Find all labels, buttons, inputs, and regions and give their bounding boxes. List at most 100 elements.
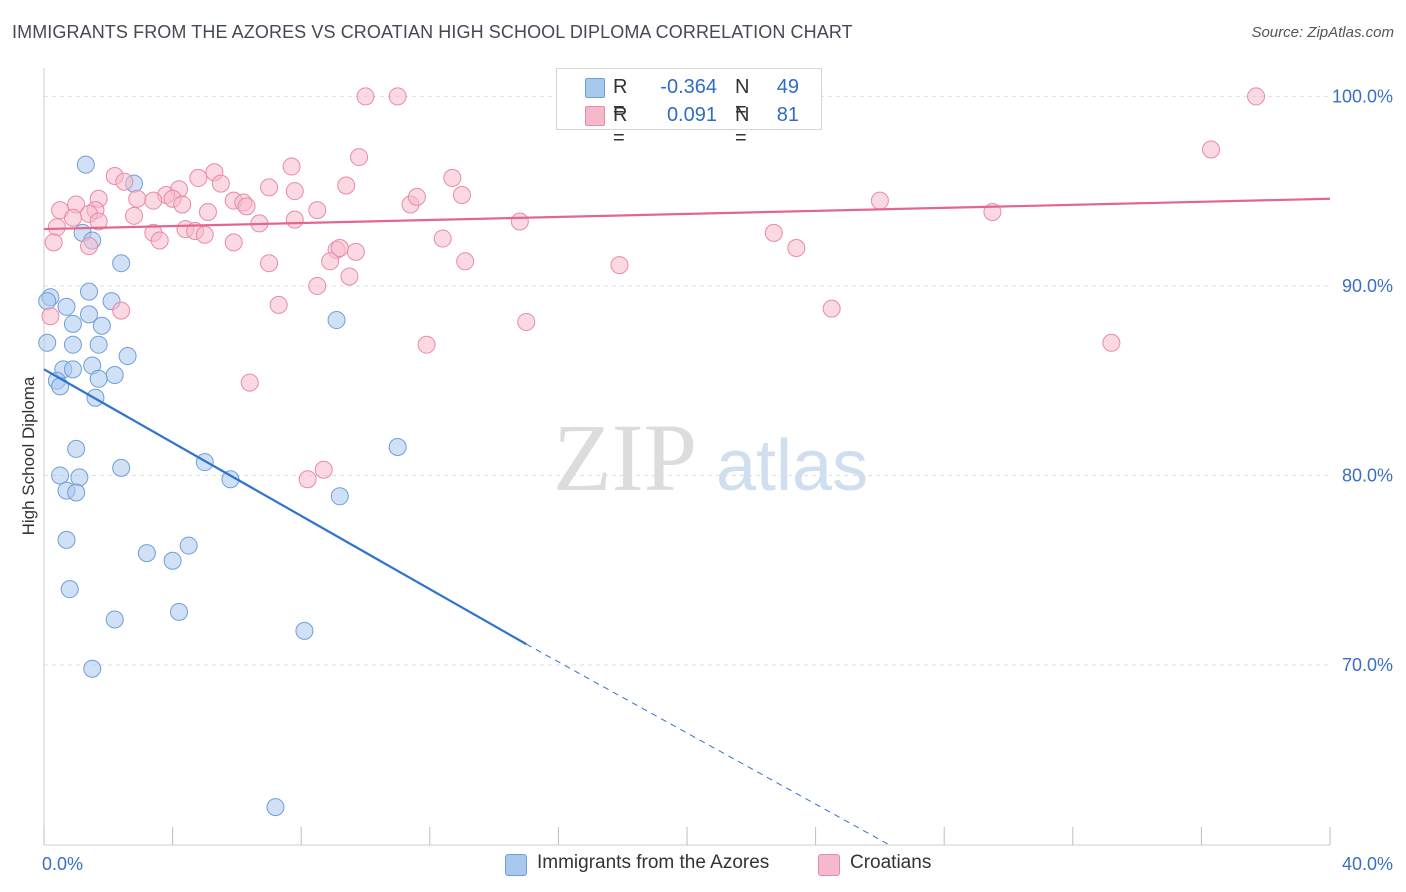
point-croatians [822,299,841,318]
point-croatians [1202,140,1221,159]
point-azores [63,335,82,354]
point-croatians [150,231,169,250]
point-croatians [443,168,462,187]
point-croatians [240,373,259,392]
point-azores [112,254,131,273]
point-azores [330,487,349,506]
y-tick-label: 70.0% [1342,655,1393,675]
point-azores [295,621,314,640]
point-croatians [346,242,365,261]
point-azores [38,333,57,352]
point-azores [112,458,131,477]
stats-legend: R = -0.364 N = 49 R = 0.091 N = 81 [556,68,822,149]
point-azores [63,360,82,379]
y-tick-label: 100.0% [1332,86,1393,106]
point-croatians [308,276,327,295]
point-croatians [356,87,375,106]
point-croatians [456,252,475,271]
point-azores [89,369,108,388]
legend-swatch-croatians [585,106,605,126]
point-croatians [1247,87,1266,106]
series-croatians [41,87,1266,489]
point-azores [83,659,102,678]
point-croatians [308,201,327,220]
point-croatians [269,295,288,314]
point-croatians [340,267,359,286]
point-croatians [198,203,217,222]
point-azores [179,536,198,555]
point-azores [170,602,189,621]
point-azores [80,282,99,301]
x-tick-label: 0.0% [42,854,83,874]
point-croatians [128,189,147,208]
n-label: N = [735,76,750,121]
point-croatians [80,237,99,256]
n-value: 49 [776,76,799,98]
legend-swatch-azores [585,78,605,98]
watermark: ZIP atlas [553,404,868,511]
trend-extension-azores [526,643,890,846]
point-azores [118,347,137,366]
trend-line-croatians [43,197,1331,231]
point-azores [89,335,108,354]
x-tick-label: 40.0% [1342,854,1393,874]
point-azores [67,439,86,458]
point-azores [60,580,79,599]
y-tick-labels: 100.0% 90.0% 80.0% 70.0% [1332,86,1393,675]
point-croatians [44,233,63,252]
point-azores [76,155,95,174]
y-axis-label: High School Diploma [19,376,38,535]
point-croatians [195,225,214,244]
point-croatians [298,470,317,489]
trend-line-azores [43,368,527,646]
point-croatians [47,218,66,237]
point-azores [38,292,57,311]
point-croatians [452,185,471,204]
point-croatians [224,233,243,252]
point-croatians [870,191,889,210]
point-croatians [285,182,304,201]
point-croatians [407,187,426,206]
point-azores [70,468,89,487]
r-label: R = [613,76,628,121]
point-croatians [337,176,356,195]
point-croatians [764,223,783,242]
n-value: 81 [776,104,799,126]
watermark-zip: ZIP [553,404,697,511]
series-legend: Immigrants from the Azores Croatians [0,852,1406,878]
point-azores [57,530,76,549]
point-croatians [112,301,131,320]
r-value: 0.091 [666,104,717,126]
chart-title: IMMIGRANTS FROM THE AZORES VS CROATIAN H… [12,22,853,42]
point-azores [51,466,70,485]
point-croatians [433,229,452,248]
point-azores [57,297,76,316]
trend-lines [43,197,1331,846]
point-azores [105,610,124,629]
point-croatians [260,254,279,273]
point-croatians [417,335,436,354]
point-croatians [173,195,192,214]
point-azores [80,305,99,324]
point-azores [51,377,70,396]
point-croatians [115,172,134,191]
r-label: R = [613,104,628,149]
point-croatians [211,174,230,193]
point-azores [388,438,407,457]
legend-swatch-croatians [818,854,840,876]
point-croatians [388,87,407,106]
r-value: -0.364 [660,76,717,98]
source-credit: Source: ZipAtlas.com [1251,24,1394,41]
legend-swatch-azores [505,854,527,876]
point-azores [137,544,156,563]
point-azores [63,314,82,333]
y-tick-label: 80.0% [1342,465,1393,485]
point-croatians [510,212,529,231]
legend-label-croatians: Croatians [850,852,932,873]
point-croatians [314,460,333,479]
point-croatians [282,157,301,176]
point-croatians [321,252,340,271]
x-tick-labels: 0.0% 40.0% [42,827,1393,874]
point-croatians [237,197,256,216]
